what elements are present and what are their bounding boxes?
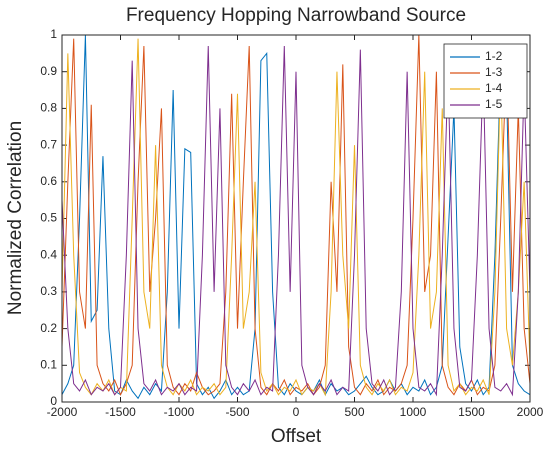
series-line [61, 38, 531, 397]
x-tick-label: -500 [225, 405, 249, 419]
y-tick-label: 0.8 [40, 101, 57, 115]
y-tick-label: 0.7 [40, 137, 57, 151]
x-axis-label: Offset [271, 426, 322, 447]
legend-label: 1-5 [485, 97, 503, 111]
chart-title: Frequency Hopping Narrowband Source [126, 5, 466, 26]
x-tick-label: 1000 [400, 405, 427, 419]
legend-label: 1-2 [485, 49, 503, 63]
legend-label: 1-4 [485, 81, 503, 95]
y-tick-label: 0.9 [40, 64, 57, 78]
y-tick-label: 0.4 [40, 247, 57, 261]
legend-box [443, 43, 528, 119]
x-tick-label: 2000 [517, 405, 544, 419]
y-tick-label: 0.3 [40, 284, 57, 298]
y-axis-label: Normalized Correlation [5, 121, 26, 315]
series-line [61, 45, 531, 397]
y-tick-label: 0.2 [40, 321, 57, 335]
series-line [61, 34, 531, 400]
x-tick-label: 0 [293, 405, 300, 419]
x-tick-label: -2000 [47, 405, 78, 419]
y-tick-label: 0.1 [40, 357, 57, 371]
legend: 1-2 1-3 1-4 1-5 [443, 43, 528, 119]
y-tick-label: 1 [50, 27, 57, 41]
x-tick-label: 500 [344, 405, 364, 419]
y-tick-label: 0 [50, 394, 57, 408]
y-tick-label: 0.6 [40, 174, 57, 188]
y-tick-label: 0.5 [40, 211, 57, 225]
x-tick-label: -1500 [105, 405, 136, 419]
x-tick-label: -1000 [164, 405, 195, 419]
axes-box [61, 34, 531, 403]
legend-label: 1-3 [485, 65, 503, 79]
x-tick-label: 1500 [458, 405, 485, 419]
